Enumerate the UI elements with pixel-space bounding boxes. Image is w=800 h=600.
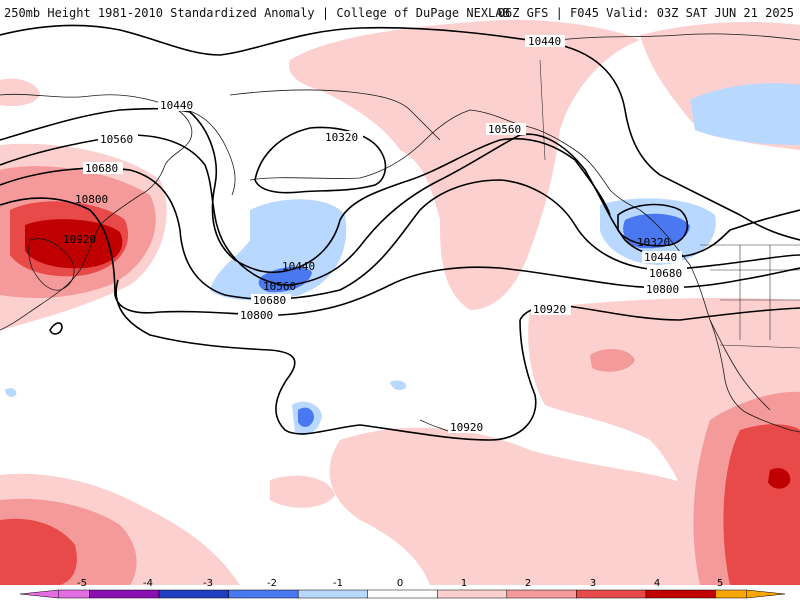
political-boundaries (539, 59, 800, 349)
positive-anomaly-4-areas (25, 219, 791, 489)
negative-anomaly-2-areas (258, 213, 690, 427)
contour-10320-pnw (617, 203, 689, 247)
japan-coast (28, 238, 75, 291)
contour-label: 10560 (263, 280, 296, 293)
colorbar-segment (437, 589, 508, 599)
colorbar-tick-label: 3 (590, 578, 596, 589)
anomaly-region (210, 199, 347, 301)
label-bg (238, 309, 278, 321)
colorbar-segment (506, 589, 577, 599)
colorbar-segment (228, 589, 299, 599)
us-mexico-border (719, 344, 800, 349)
small-contour (49, 322, 63, 335)
anomaly-region (590, 348, 635, 372)
colorbar-tick-label: 1 (461, 578, 467, 589)
anomaly-region (690, 83, 800, 145)
colorbar-segment (715, 589, 747, 599)
colorbar: -5 -4 -3 -2 -1 0 1 2 3 4 5 (19, 578, 786, 599)
contour-label: 10800 (240, 309, 273, 322)
asia-coast (0, 93, 193, 331)
colorbar-tick-label: -3 (203, 578, 213, 589)
label-bg (644, 283, 684, 295)
contour-label: 10320 (325, 131, 358, 144)
map-title: 250mb Height 1981-2010 Standardized Anom… (4, 6, 510, 20)
contour-10920-pacific (115, 279, 537, 441)
alaska-north (229, 89, 441, 141)
mexico-coast (744, 411, 800, 433)
anomaly-region (0, 78, 40, 107)
anomaly-region (270, 475, 335, 508)
contour-label: 10440 (282, 260, 315, 273)
contour-label: 10920 (63, 233, 96, 246)
label-bg (525, 35, 565, 47)
colorbar-tick-label: -5 (77, 578, 87, 589)
contour-label: 10440 (528, 35, 561, 48)
colorbar-segment (58, 589, 90, 599)
colorbar-segment (645, 589, 716, 599)
contour-label: 10680 (253, 294, 286, 307)
contour-label: 10440 (160, 99, 193, 112)
label-bg (486, 123, 526, 135)
label-bg (83, 162, 123, 174)
colorbar-tick-label: 0 (397, 578, 403, 589)
colorbar-segment (158, 589, 229, 599)
anomaly-region (289, 19, 640, 311)
contour-label: 10440 (644, 251, 677, 264)
contour-10320-alaska (254, 126, 387, 194)
contour-label: 10560 (488, 123, 521, 136)
colorbar-tick-label: -4 (143, 578, 153, 589)
kamchatka-coast (174, 107, 236, 196)
contour-labels: 10440 10440 10320 10560 10560 10680 1080… (63, 35, 687, 434)
anomaly-region (5, 388, 17, 398)
contour-label: 10920 (450, 421, 483, 434)
label-bg (158, 99, 198, 111)
colorbar-tick-label: -2 (267, 578, 277, 589)
colorbar-segment (89, 589, 160, 599)
contour-label: 10680 (85, 162, 118, 175)
contour-10440-north (0, 24, 800, 241)
label-bg (642, 251, 682, 263)
contour-label: 10680 (649, 267, 682, 280)
anomaly-region (258, 266, 312, 293)
colorbar-segment (746, 589, 786, 599)
colorbar-tick-label: -1 (333, 578, 343, 589)
colorbar-segment (297, 589, 368, 599)
alaska-coast (249, 109, 641, 211)
contour-label: 10320 (637, 236, 670, 249)
anomaly-region (25, 219, 123, 269)
anomaly-region (329, 427, 718, 585)
label-bg (531, 303, 571, 315)
colorbar-segment (576, 589, 647, 599)
anomaly-region (390, 380, 407, 390)
colorbar-tick-label: 4 (654, 578, 660, 589)
colorbar-segment (367, 589, 438, 599)
anomaly-region (0, 518, 77, 585)
canada-arctic (559, 33, 800, 41)
label-bg (448, 421, 488, 433)
anomaly-region (623, 213, 690, 249)
contour-label: 10920 (533, 303, 566, 316)
label-bg (98, 133, 138, 145)
label-bg (647, 267, 687, 279)
baja-coast (709, 319, 746, 413)
colorbar-segment (19, 589, 59, 599)
colorbar-tick-label: 5 (717, 578, 723, 589)
label-bg (323, 131, 363, 143)
label-bg (251, 294, 291, 306)
contour-label: 10800 (646, 283, 679, 296)
colorbar-tick-label: 2 (525, 578, 531, 589)
anomaly-region (298, 407, 314, 427)
contour-label: 10800 (75, 193, 108, 206)
anomaly-region (723, 424, 800, 585)
anomaly-region (768, 468, 791, 489)
model-run-info: 06Z GFS | F045 Valid: 03Z SAT JUN 21 202… (497, 6, 794, 20)
coastlines (0, 33, 800, 434)
contour-label: 10560 (100, 133, 133, 146)
